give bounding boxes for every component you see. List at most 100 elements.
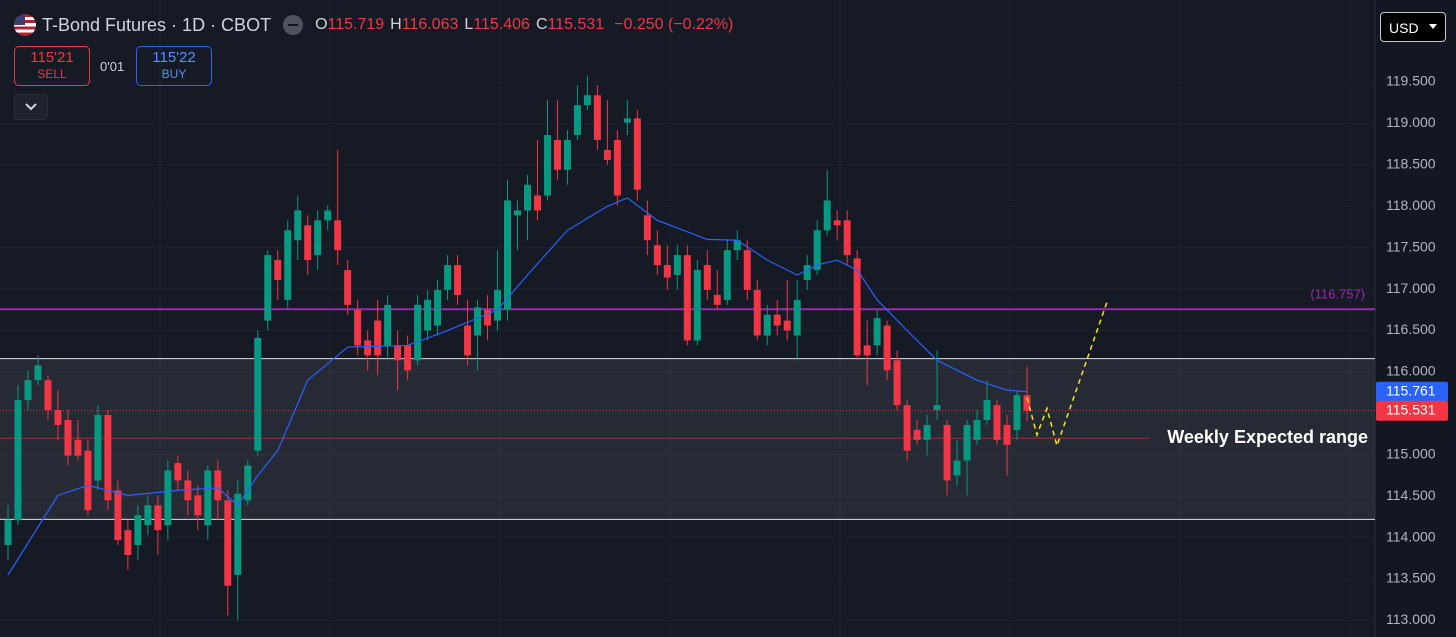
- ohlc-value: 116.063: [401, 16, 459, 33]
- candle-body: [264, 255, 272, 321]
- candle-body: [484, 309, 492, 326]
- y-tick-label: 115.000: [1386, 445, 1436, 461]
- candle-body: [973, 419, 981, 440]
- candle-body: [144, 505, 152, 526]
- y-tick-label: 117.000: [1386, 280, 1436, 296]
- candle-body: [164, 470, 172, 526]
- candle-body: [533, 195, 541, 211]
- candle-body: [793, 299, 801, 336]
- candle-body: [304, 225, 312, 261]
- y-tick-label: 118.000: [1386, 197, 1436, 213]
- sell-button[interactable]: 115'21 SELL: [14, 46, 90, 86]
- ohlc-value: 115.531: [547, 16, 605, 33]
- candle-body: [923, 424, 931, 440]
- range-label: Weekly Expected range: [1167, 427, 1368, 447]
- candle-body: [763, 314, 771, 336]
- candle-body: [573, 105, 581, 136]
- candle-body: [334, 220, 342, 251]
- candle-body: [14, 400, 22, 521]
- candle-body: [913, 429, 921, 440]
- candle-body: [603, 149, 611, 160]
- flag-icon: [14, 14, 36, 36]
- candle-body: [773, 314, 781, 326]
- ohlc-label: O: [315, 16, 328, 33]
- candle-body: [94, 415, 102, 481]
- buy-button[interactable]: 115'22 BUY: [136, 46, 212, 86]
- ohlc-label: H: [390, 16, 402, 33]
- candle-body: [104, 415, 112, 501]
- buy-price: 115'22: [152, 49, 196, 66]
- candle-body: [833, 220, 841, 226]
- candle-body: [813, 230, 821, 271]
- y-tick-label: 116.000: [1386, 363, 1436, 379]
- candle-body: [74, 439, 82, 456]
- y-tick-label: 113.500: [1386, 570, 1436, 586]
- y-tick-label: 119.500: [1386, 73, 1436, 89]
- candle-body: [464, 325, 472, 356]
- candle-body: [254, 337, 262, 451]
- candle-body: [54, 410, 62, 425]
- candle-body: [414, 304, 422, 361]
- candle-body: [224, 500, 232, 586]
- candle-body: [553, 139, 561, 170]
- candle-body: [993, 405, 1001, 440]
- candle-body: [34, 365, 42, 381]
- collapse-button[interactable]: [14, 94, 48, 120]
- ma-price-tag-bg: [1376, 381, 1448, 402]
- candle-body: [983, 400, 991, 420]
- candle-body: [494, 289, 502, 321]
- candle-body: [84, 450, 92, 511]
- chevron-icon: [25, 103, 37, 111]
- candle-body: [504, 200, 511, 310]
- market-status-icon[interactable]: [283, 15, 304, 35]
- y-tick-label: 119.000: [1386, 114, 1436, 130]
- price-change: −0.250 (−0.22%): [614, 16, 734, 33]
- candle-body: [1003, 424, 1011, 445]
- candle-body: [344, 270, 352, 305]
- level-label: (116.757): [1310, 287, 1365, 302]
- candle-body: [44, 380, 52, 411]
- candle-body: [803, 265, 811, 280]
- candle-body: [733, 240, 741, 251]
- symbol-title[interactable]: T-Bond Futures · 1D · CBOT: [42, 14, 272, 35]
- ohlc-label: C: [535, 16, 548, 33]
- ohlc-item: O115.719: [315, 16, 384, 34]
- candle-body: [134, 515, 142, 546]
- candle-body: [783, 320, 791, 331]
- candle-body: [633, 118, 641, 190]
- candle-body: [184, 480, 192, 501]
- candle-body: [643, 215, 651, 241]
- ohlc-label: L: [464, 16, 474, 33]
- candle-body: [953, 460, 961, 476]
- candle-body: [434, 289, 442, 326]
- ohlc-value: 115.406: [473, 16, 530, 33]
- symbol-header: T-Bond Futures · 1D · CBOT O115.719 H116.…: [14, 14, 733, 36]
- currency-select[interactable]: USD: [1380, 12, 1446, 42]
- candle-body: [623, 118, 631, 123]
- candle-body: [404, 345, 412, 371]
- spread: 0'01: [100, 59, 125, 74]
- candle-body: [114, 490, 122, 541]
- candle-body: [194, 495, 202, 516]
- ohlc-item: H116.063: [390, 16, 458, 34]
- candle-body: [394, 345, 402, 361]
- candle-body: [673, 255, 681, 276]
- y-tick-label: 117.500: [1386, 238, 1436, 254]
- candle-body: [364, 340, 372, 356]
- ohlc-item: L115.406: [464, 16, 530, 34]
- candle-body: [4, 520, 12, 546]
- candle-body: [883, 325, 891, 371]
- candle-body: [214, 470, 222, 501]
- candle-body: [653, 245, 661, 266]
- y-tick-label: 118.500: [1386, 156, 1436, 172]
- candle-body: [893, 360, 901, 406]
- projection-line: [1026, 302, 1108, 449]
- candle-body: [723, 250, 731, 300]
- candle-body: [474, 307, 482, 336]
- ma-price-tag: 115.761: [1386, 382, 1436, 398]
- candle-body: [693, 270, 701, 341]
- candle-body: [384, 304, 392, 346]
- candle-body: [823, 200, 831, 231]
- candle-body: [873, 318, 881, 346]
